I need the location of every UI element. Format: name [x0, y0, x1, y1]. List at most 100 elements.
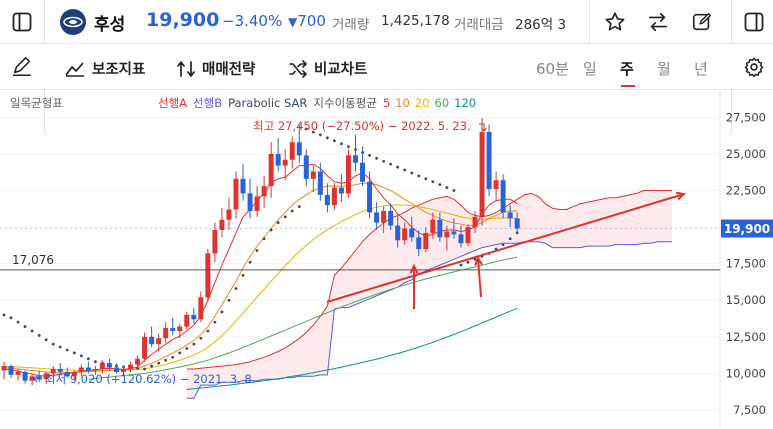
- sar-dot: [143, 367, 147, 371]
- candle-body: [423, 232, 429, 250]
- candle-body: [254, 196, 260, 211]
- current-price-badge-bg: [721, 219, 773, 238]
- legend-item: 선행A: [158, 96, 187, 110]
- candle: [78, 364, 84, 377]
- legend-item: 선행B: [193, 96, 222, 110]
- candle-body: [128, 364, 134, 370]
- sar-dot: [192, 342, 196, 346]
- sar-dot: [431, 180, 435, 184]
- sar-dot: [227, 298, 231, 302]
- sar-dot: [445, 186, 449, 189]
- active-period-underline: [621, 85, 635, 87]
- change-amount: 700: [297, 12, 326, 30]
- indicator-button[interactable]: 보조지표: [64, 58, 145, 79]
- change-percent: −3.40%: [222, 12, 283, 30]
- sar-dot: [466, 260, 470, 264]
- sar-dot: [51, 342, 55, 346]
- price-chart[interactable]: 17,076 최고 27,450 (−27.50%) − 2022. 5. 23.…: [0, 91, 773, 429]
- indicator-icon: [65, 61, 84, 77]
- candle: [289, 136, 295, 169]
- candle: [128, 361, 134, 372]
- drawing-pen-icon[interactable]: [10, 55, 34, 79]
- candle: [71, 370, 77, 381]
- candle-body: [163, 328, 169, 339]
- candle: [233, 171, 239, 219]
- compare-button[interactable]: 비교차트: [288, 58, 367, 79]
- candle-body: [367, 181, 373, 213]
- sar-dot: [234, 287, 238, 290]
- candle-body: [57, 369, 63, 372]
- sar-dot: [304, 127, 308, 131]
- candle: [43, 371, 49, 384]
- candle-body: [479, 131, 485, 217]
- candle-body: [240, 178, 246, 194]
- change-value: ▼700: [288, 12, 326, 30]
- sar-dot: [410, 171, 414, 175]
- legend-item: 120: [454, 96, 476, 110]
- sar-dot: [347, 145, 350, 149]
- sar-dot: [290, 209, 294, 213]
- sar-dot: [171, 355, 175, 359]
- sar-dot: [333, 139, 336, 143]
- star-icon[interactable]: [603, 10, 627, 34]
- candle-body: [493, 180, 499, 190]
- ichimoku-cloud: [186, 190, 672, 399]
- period-week[interactable]: 주: [620, 60, 634, 78]
- period-year[interactable]: 년: [694, 60, 708, 78]
- support-arrow-2-head: [474, 255, 483, 266]
- period-month[interactable]: 월: [657, 60, 671, 78]
- sar-dot: [44, 338, 48, 342]
- period-60min[interactable]: 60분: [536, 60, 569, 78]
- candle: [310, 165, 316, 192]
- candle: [507, 205, 513, 228]
- y-tick-label: 27,500: [726, 110, 766, 124]
- top-bar: 후성 19,900 −3.40% ▼700 거래량 1,425,178 거래대금…: [0, 0, 773, 44]
- candle: [353, 134, 358, 172]
- candle-body: [184, 314, 190, 327]
- period-day[interactable]: 일: [583, 60, 597, 78]
- sar-dot: [459, 263, 463, 267]
- sar-dot: [396, 165, 400, 169]
- strategy-icon: [177, 60, 195, 77]
- candle-body: [360, 162, 366, 182]
- candle-body: [1, 366, 7, 371]
- candle: [465, 224, 471, 247]
- candle: [500, 174, 506, 219]
- candle: [135, 355, 141, 368]
- candle: [212, 222, 218, 263]
- candle: [324, 183, 330, 213]
- stock-name: 후성: [94, 15, 126, 35]
- sar-dot: [375, 156, 378, 160]
- candle-body: [388, 210, 394, 226]
- low-annotation: 최저 9,020 (+120.62%) − 2021. 3. 8.: [45, 372, 255, 386]
- candle-body: [85, 367, 91, 371]
- candle: [374, 202, 380, 231]
- candle-body: [15, 371, 21, 375]
- swap-icon[interactable]: [646, 10, 670, 34]
- sar-dot: [213, 320, 217, 324]
- sidebar-toggle-icon[interactable]: [10, 11, 34, 33]
- candle-body: [500, 180, 506, 213]
- sar-dot: [72, 351, 76, 355]
- strategy-button[interactable]: 매매전략: [176, 58, 255, 79]
- compare-icon: [289, 59, 307, 78]
- panel-toggle-icon[interactable]: [742, 11, 766, 33]
- sar-dot: [515, 231, 519, 235]
- candle-body: [282, 159, 288, 166]
- chart-title: 일목균형표: [10, 96, 63, 110]
- candle: [402, 222, 408, 245]
- candle: [486, 124, 492, 197]
- candle-body: [395, 225, 401, 241]
- chart-area[interactable]: 17,076 최고 27,450 (−27.50%) − 2022. 5. 23.…: [0, 91, 773, 429]
- candle: [331, 183, 337, 210]
- edit-icon[interactable]: [690, 10, 714, 34]
- sar-dot: [269, 228, 273, 232]
- candle: [64, 367, 70, 378]
- candle-body: [29, 376, 35, 381]
- candle: [395, 215, 401, 248]
- down-arrow-icon: ▼: [288, 15, 298, 29]
- sar-dot: [93, 360, 97, 364]
- horizontal-level-label: 17,076: [12, 253, 54, 267]
- sar-dot: [255, 249, 259, 252]
- settings-gear-icon[interactable]: [742, 55, 766, 79]
